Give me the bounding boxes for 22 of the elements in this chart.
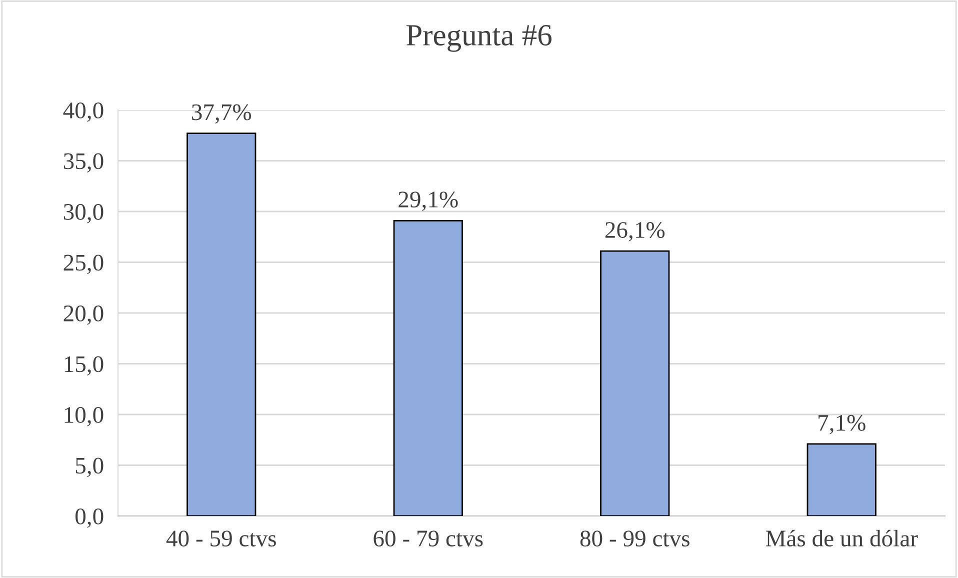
data-label: 37,7% <box>192 104 252 124</box>
x-tick-label: 60 - 79 ctvs <box>374 530 483 547</box>
y-tick-label: 40,0 <box>63 102 104 122</box>
x-tick-label: 80 - 99 ctvs <box>580 530 690 547</box>
chart-title: Pregunta #6 <box>406 25 552 52</box>
y-tick-label: 5,0 <box>76 458 104 478</box>
bar <box>186 132 256 516</box>
x-tick-label: 40 - 59 ctvs <box>166 530 276 547</box>
data-label: 29,1% <box>398 192 458 211</box>
y-tick-label: 15,0 <box>64 356 104 376</box>
y-tick-label: 20,0 <box>64 305 104 325</box>
y-tick-label: 35,0 <box>64 153 104 173</box>
bar <box>806 443 876 516</box>
y-tick-label: 10,0 <box>64 406 104 426</box>
bar <box>600 250 670 516</box>
data-label: 7,1% <box>818 414 866 434</box>
y-tick-label: 30,0 <box>64 204 104 224</box>
x-tick-label: Más de un dólar <box>766 530 918 547</box>
bar <box>393 220 463 516</box>
data-label: 26,1% <box>605 222 665 242</box>
y-tick-label: 25,0 <box>64 254 104 274</box>
y-tick-label: 0,0 <box>75 508 104 528</box>
